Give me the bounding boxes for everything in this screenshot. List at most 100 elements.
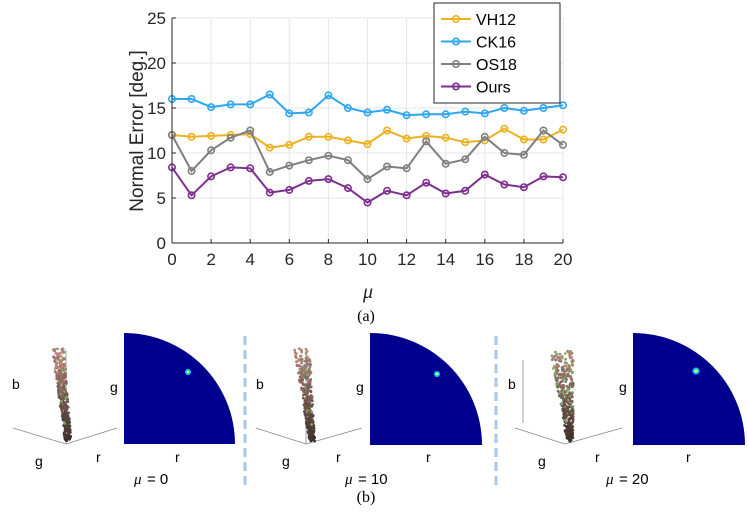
cloud-point xyxy=(305,409,309,413)
data-point-ours xyxy=(285,185,294,194)
cloud-point xyxy=(304,366,308,370)
cloud-point xyxy=(52,355,55,359)
series-line-ck16 xyxy=(172,93,564,117)
legend-item-vh12: VH12 xyxy=(441,12,516,29)
data-point-ck16 xyxy=(402,111,411,120)
cloud-point xyxy=(559,402,563,406)
map-r-label: r xyxy=(175,449,180,465)
cloud-point xyxy=(555,353,559,357)
data-point-os18 xyxy=(187,167,196,176)
panel-mu-0: b g r g r μ = 0 xyxy=(12,333,235,488)
data-point-ours xyxy=(539,172,548,181)
cloud-point xyxy=(63,387,67,391)
r-axis-line xyxy=(65,427,118,445)
r-axis-line xyxy=(564,427,623,445)
legend-marker xyxy=(451,15,460,24)
cloud-point xyxy=(56,374,60,377)
cloud-point xyxy=(558,352,562,356)
cloud-point xyxy=(554,358,558,362)
cloud-point xyxy=(565,436,569,440)
data-point-vh12 xyxy=(383,126,392,135)
cloud-point xyxy=(308,425,312,429)
cloud-point xyxy=(571,409,575,413)
cloud-point xyxy=(569,438,573,442)
cloud-point xyxy=(64,379,68,383)
cloud-point xyxy=(569,416,573,420)
cloud-point xyxy=(59,354,63,358)
panel-mu-20: b g r g r μ = 20 xyxy=(508,333,745,488)
legend-item-ours: Ours xyxy=(441,80,511,97)
cloud-point xyxy=(64,403,68,406)
cloud-point xyxy=(301,383,305,386)
hotspot xyxy=(185,369,191,375)
cloud-point xyxy=(56,381,60,385)
data-point-ours xyxy=(324,175,333,184)
g-axis-line xyxy=(514,427,566,445)
normal-map-quadrant xyxy=(370,333,482,445)
cloud-point xyxy=(307,417,311,421)
cloud-point xyxy=(550,354,554,358)
cloud-point xyxy=(297,364,301,367)
cloud-point xyxy=(569,368,572,372)
cloud-point xyxy=(57,392,60,396)
data-point-vh12 xyxy=(343,136,352,145)
x-axis-ticks: 0 2 4 6 8 10 12 14 16 18 20 xyxy=(167,239,572,269)
cloud-point xyxy=(570,421,574,425)
cloud-point xyxy=(564,419,568,423)
cloud-point xyxy=(59,386,62,389)
cloud-point xyxy=(308,401,312,405)
map-g-label: g xyxy=(356,379,364,395)
y-tick-label: 15 xyxy=(147,99,166,118)
cloud-point xyxy=(310,423,314,426)
b-axis-label: b xyxy=(508,376,516,392)
cloud-point xyxy=(59,366,63,369)
cloud-point xyxy=(66,426,70,429)
data-point-os18 xyxy=(343,156,352,165)
cloud-point xyxy=(294,354,297,358)
data-point-vh12 xyxy=(558,125,567,134)
cloud-point xyxy=(571,381,575,385)
y-tick-label: 10 xyxy=(147,144,166,163)
data-point-vh12 xyxy=(207,131,216,140)
legend-marker xyxy=(451,59,460,68)
data-point-vh12 xyxy=(363,140,372,149)
x-tick-label: 12 xyxy=(397,250,416,269)
cloud-point xyxy=(312,436,315,439)
cloud-point xyxy=(55,361,59,365)
cloud-point xyxy=(297,359,301,362)
hotspot xyxy=(692,367,700,375)
series-line-os18 xyxy=(171,129,564,181)
g-axis-label: g xyxy=(282,453,290,469)
cloud-point xyxy=(308,433,312,437)
data-point-vh12 xyxy=(422,131,431,140)
data-point-ck16 xyxy=(461,107,470,116)
data-point-os18 xyxy=(519,150,528,159)
cloud-point xyxy=(562,385,566,389)
y-tick-label: 0 xyxy=(157,234,166,253)
cloud-point xyxy=(561,375,564,379)
cloud-point xyxy=(306,357,310,360)
x-tick-label: 8 xyxy=(324,250,333,269)
data-point-os18 xyxy=(422,137,431,146)
cloud-point xyxy=(308,380,312,384)
cloud-point xyxy=(64,438,68,442)
data-point-ours xyxy=(441,189,450,198)
b-axis-label: b xyxy=(12,376,20,392)
cloud-point xyxy=(57,355,61,359)
cloud-point xyxy=(64,415,67,418)
data-point-ours xyxy=(461,186,470,195)
cloud-point xyxy=(568,396,572,400)
cloud-point xyxy=(562,370,566,374)
legend-label: OS18 xyxy=(476,57,517,74)
data-point-ck16 xyxy=(558,101,567,110)
cloud-point xyxy=(57,372,60,375)
cloud-point xyxy=(553,374,557,378)
cloud-point xyxy=(55,364,58,367)
series-layer xyxy=(168,90,567,207)
cloud-point xyxy=(309,397,313,401)
data-point-ck16 xyxy=(285,109,294,118)
cloud-point xyxy=(62,406,65,410)
cloud-point xyxy=(308,371,312,375)
legend-marker xyxy=(451,37,460,46)
cloud-point xyxy=(306,362,309,366)
